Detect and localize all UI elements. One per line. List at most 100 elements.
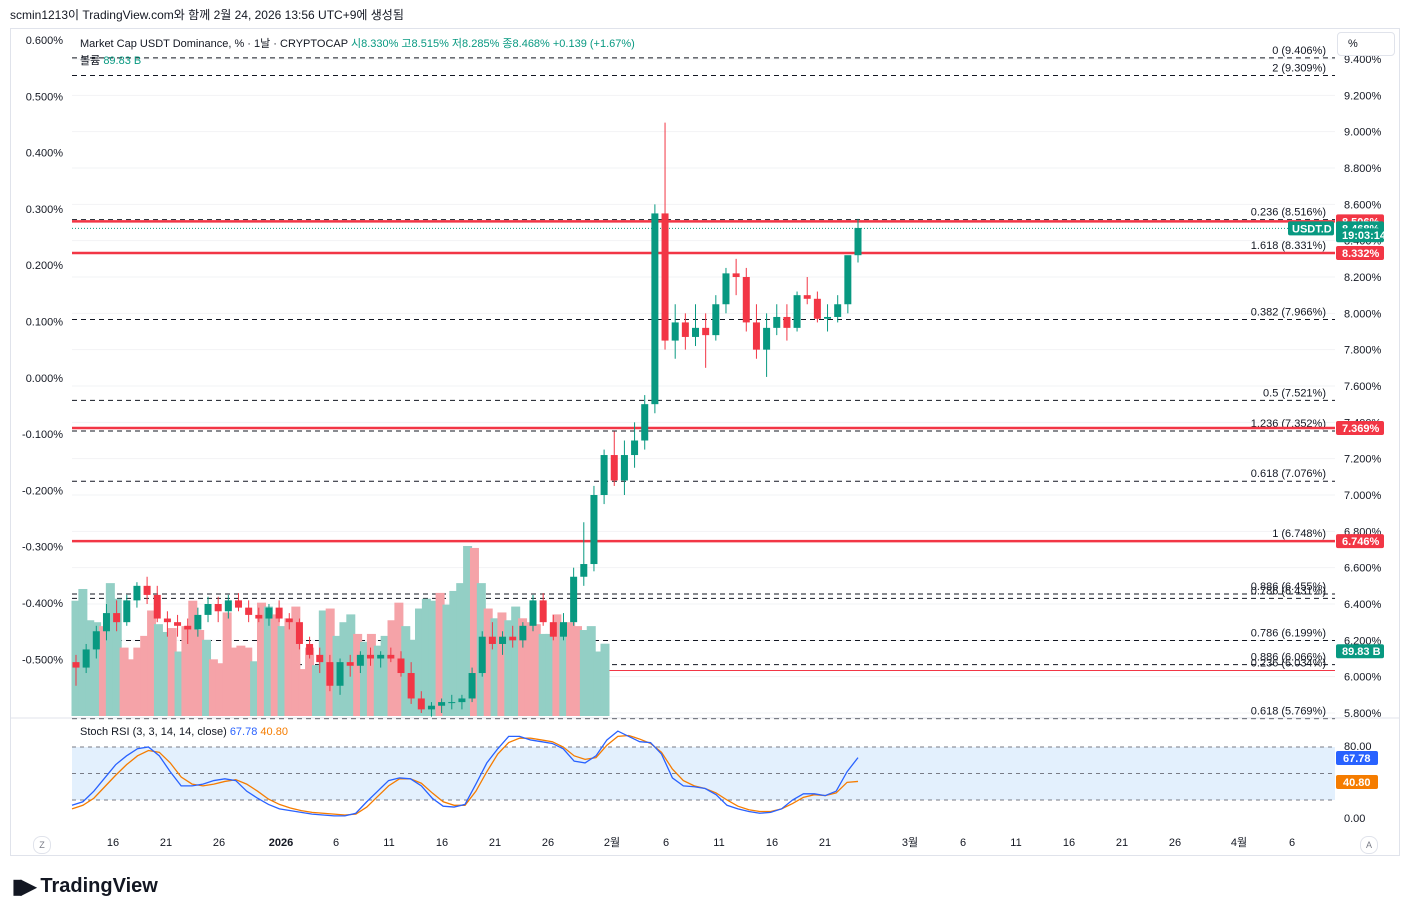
volume-bar	[318, 610, 328, 716]
volume-bar	[305, 647, 315, 716]
candle-body	[742, 277, 750, 323]
x-axis-tick: 6	[1289, 837, 1295, 849]
volume-bar	[250, 661, 260, 716]
right-axis-tick: 7.000%	[1344, 490, 1382, 502]
candle-body	[468, 673, 476, 699]
volume-bar	[105, 583, 115, 716]
zoom-button[interactable]: Z	[33, 836, 51, 854]
candle-body	[712, 304, 720, 336]
volume-bar	[366, 633, 376, 716]
candle-body	[133, 585, 141, 601]
candle-body	[113, 613, 121, 623]
volume-bar	[126, 659, 136, 716]
price-label-text: 8.332%	[1342, 248, 1380, 260]
volume-bar	[579, 630, 589, 716]
right-axis-tick: 8.000%	[1344, 308, 1382, 320]
candle-body	[722, 273, 730, 305]
volume-bar	[133, 647, 143, 716]
ohlc-values: 시8.330% 고8.515% 저8.285% 종8.468% +0.139 (…	[350, 38, 635, 50]
x-axis-tick: 16	[107, 837, 119, 849]
fib-label: 0.382 (7.966%)	[1251, 307, 1326, 319]
volume-bar	[215, 663, 225, 716]
symbol-tag-text: USDT.D	[1292, 223, 1332, 235]
volume-bar	[256, 602, 266, 716]
volume-bar	[270, 614, 280, 716]
fib-label: 0.786 (6.199%)	[1251, 628, 1326, 640]
candle-body	[194, 614, 202, 630]
candle-body	[773, 316, 781, 328]
fib-label: 0.5 (7.521%)	[1263, 387, 1326, 399]
candle-body	[275, 607, 283, 619]
volume-bar	[524, 622, 534, 716]
volume-bar	[243, 647, 253, 716]
candle-body	[306, 643, 314, 655]
series-title: Market Cap USDT Dominance, % · 1날 · CRYP…	[80, 38, 348, 50]
volume-bar	[456, 583, 466, 716]
right-axis-tick: 7.200%	[1344, 454, 1382, 466]
volume-bar	[147, 610, 157, 716]
volume-bar	[284, 618, 294, 716]
volume-bar	[291, 606, 301, 716]
volume-label: 볼륨	[80, 55, 101, 67]
volume-bar	[195, 630, 205, 716]
price-label-box	[1336, 420, 1384, 435]
price-label-text: 89.83 B	[1342, 646, 1381, 658]
candle-body	[397, 658, 405, 674]
candle-body	[174, 622, 182, 626]
series-legend: Market Cap USDT Dominance, % · 1날 · CRYP…	[80, 35, 635, 51]
volume-bar	[497, 612, 507, 716]
left-axis-tick: -0.500%	[22, 654, 63, 666]
candle-body	[844, 255, 852, 305]
right-axis-tick: 9.200%	[1344, 90, 1382, 102]
stoch-d-line	[71, 734, 859, 816]
stoch-rsi-label: Stoch RSI (3, 3, 14, 14, close)	[80, 726, 227, 738]
x-axis-tick: 16	[436, 837, 448, 849]
left-axis-tick: 0.000%	[26, 373, 64, 385]
x-axis-tick: 26	[213, 837, 225, 849]
candle-body	[295, 622, 303, 644]
candle-body	[336, 662, 344, 686]
volume-bar	[463, 546, 473, 716]
fib-label: 1 (6.748%)	[1272, 528, 1326, 540]
volume-bar	[518, 618, 528, 716]
fib-label: 0.886 (6.066%)	[1251, 652, 1326, 664]
volume-bar	[483, 608, 493, 716]
right-axis-tick: 5.800%	[1344, 708, 1382, 720]
volume-bar	[360, 641, 370, 716]
volume-bar	[593, 651, 603, 716]
volume-bar	[202, 639, 212, 716]
candle-body	[326, 662, 334, 686]
symbol-tag-box	[1288, 221, 1334, 236]
volume-bar	[181, 626, 191, 716]
candle-body	[803, 295, 811, 299]
right-axis-tick: 6.000%	[1344, 672, 1382, 684]
candle-body	[661, 213, 669, 341]
fib-label: 0.236 (8.516%)	[1251, 207, 1326, 219]
price-label-box	[1336, 644, 1384, 659]
fib-label: 0.886 (6.455%)	[1251, 581, 1326, 593]
tradingview-logo: ▮▶ TradingView	[12, 874, 158, 899]
volume-bar	[504, 620, 514, 716]
volume-bar	[167, 628, 177, 716]
left-axis-tick: -0.300%	[22, 542, 63, 554]
percent-scale-button[interactable]: %	[1337, 32, 1395, 56]
fib-label: 0 (9.406%)	[1272, 45, 1326, 57]
candle-body	[143, 585, 151, 595]
candle-body	[580, 564, 588, 577]
volume-bar	[380, 635, 390, 716]
candle-body	[163, 618, 171, 623]
x-axis-tick: 26	[1169, 837, 1181, 849]
price-label-text: 6.746%	[1342, 536, 1380, 548]
auto-scale-button[interactable]: A	[1360, 836, 1378, 854]
price-label-text: 19:03:14	[1342, 230, 1387, 242]
x-axis-tick: 11	[1010, 837, 1021, 849]
candle-body	[752, 322, 760, 350]
candle-body	[346, 662, 354, 666]
candle-body	[834, 304, 842, 317]
candle-body	[631, 440, 639, 456]
volume-bar	[222, 612, 232, 716]
x-axis-tick: 21	[819, 837, 831, 849]
volume-bar	[552, 614, 562, 716]
candle-body	[367, 654, 375, 659]
